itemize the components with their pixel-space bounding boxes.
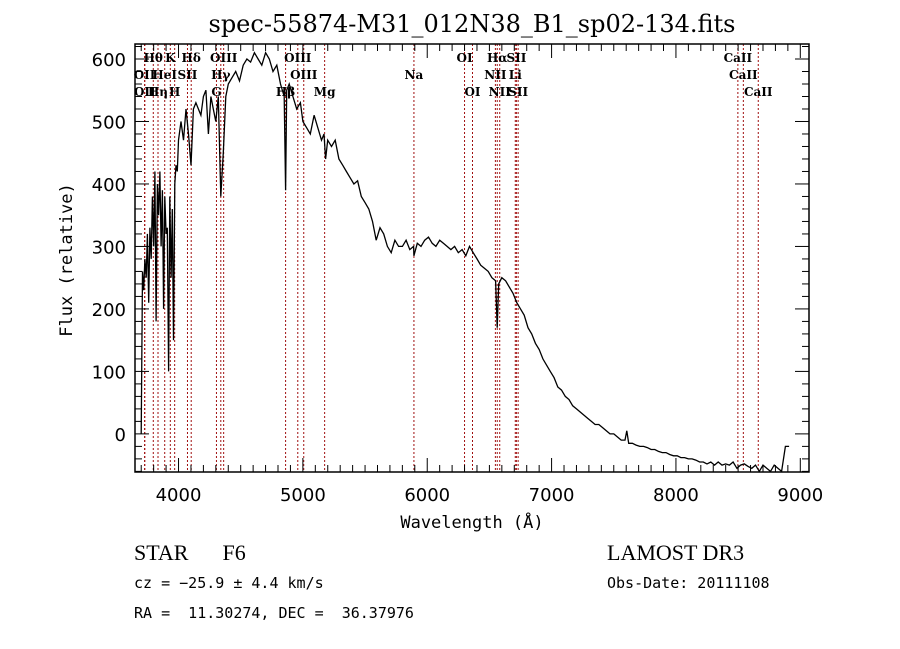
line-marker-label: SII xyxy=(506,51,526,65)
line-marker-label: OI xyxy=(456,51,472,65)
x-axis-ticks: 4000 5000 6000 7000 8000 9000 xyxy=(140,44,823,506)
x-axis-label: Wavelength (Å) xyxy=(400,511,543,533)
chart-title: spec-55874-M31_012N38_B1_sp02-134.fits xyxy=(209,10,736,38)
line-marker-label: CaII xyxy=(729,68,758,82)
x-tick-label: 5000 xyxy=(280,485,326,506)
x-tick-label: 4000 xyxy=(156,485,202,506)
line-marker-label: OIII xyxy=(210,51,238,65)
line-marker-label: NII xyxy=(484,68,507,82)
line-marker-label: OI xyxy=(464,85,480,99)
y-tick-label: 0 xyxy=(115,425,126,446)
line-marker-label: NII xyxy=(489,85,512,99)
y-tick-label: 100 xyxy=(92,362,126,383)
y-tick-label: 600 xyxy=(92,50,126,71)
line-marker-label: OII xyxy=(134,85,156,99)
object-class-value: STAR xyxy=(134,540,189,565)
object-class: STAR F6 xyxy=(134,540,246,566)
x-tick-label: 9000 xyxy=(777,485,823,506)
survey-name: LAMOST DR3 xyxy=(607,540,745,565)
x-tick-label: 7000 xyxy=(529,485,575,506)
spectrum-line xyxy=(140,51,790,473)
line-marker-label: Hδ xyxy=(182,51,201,65)
line-marker-label: SII xyxy=(178,68,198,82)
coordinates-info: RA = 11.30274, DEC = 36.37976 xyxy=(134,604,414,622)
redshift-info: cz = −25.9 ± 4.4 km/s xyxy=(134,574,324,592)
line-marker-label: H xyxy=(169,85,180,99)
line-marker-label: Mg xyxy=(314,85,336,99)
y-tick-label: 300 xyxy=(92,237,126,258)
line-marker-label: K xyxy=(165,51,176,65)
line-marker-label: Hα xyxy=(487,51,508,65)
emission-line-markers xyxy=(144,44,759,472)
line-marker-label: HeI xyxy=(152,68,177,82)
x-tick-label: 6000 xyxy=(404,485,450,506)
line-marker-label: OIII xyxy=(284,51,312,65)
y-tick-label: 500 xyxy=(92,112,126,133)
object-subclass: F6 xyxy=(222,540,246,565)
line-marker-label: Hη xyxy=(148,85,168,99)
y-tick-label: 400 xyxy=(92,175,126,196)
line-marker-label: Hγ xyxy=(211,68,230,82)
x-tick-label: 8000 xyxy=(653,485,699,506)
line-marker-label: CaII xyxy=(744,85,773,99)
obs-date: Obs-Date: 20111108 xyxy=(607,574,770,592)
line-marker-label: Hθ xyxy=(144,51,163,65)
y-tick-label: 200 xyxy=(92,300,126,321)
line-marker-label: Li xyxy=(509,68,522,82)
line-marker-label: Na xyxy=(405,68,424,82)
y-axis-ticks: 0 100 200 300 400 500 600 xyxy=(92,45,809,472)
plot-frame xyxy=(134,43,810,473)
y-axis-label: Flux (relative) xyxy=(57,183,77,337)
line-marker-label: SII xyxy=(508,85,528,99)
line-marker-label: CaII xyxy=(724,51,753,65)
line-marker-label: G xyxy=(211,85,221,99)
line-marker-label: OIII xyxy=(290,68,318,82)
